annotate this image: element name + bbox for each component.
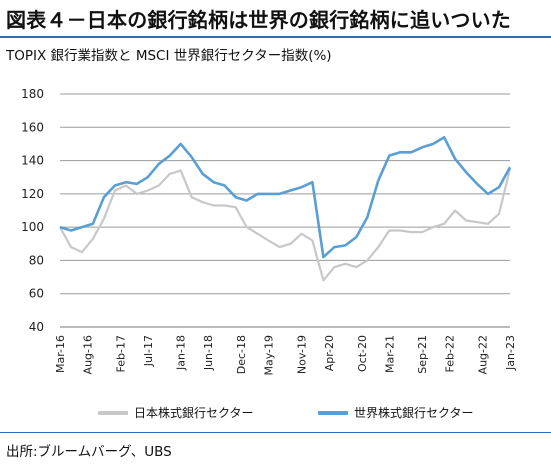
x-tick-label: Mar-21 — [383, 335, 396, 373]
y-tick-label: 120 — [21, 187, 44, 201]
legend-item-japan: 日本株式銀行セクター — [98, 404, 254, 421]
x-tick-label: Jan-23 — [504, 335, 517, 371]
chart-svg: 40 60 80 100 120 140 160 180 Mar-16 Aug-16 Feb-17… — [21, 87, 517, 376]
x-tick-label: Jul-17 — [142, 335, 155, 367]
x-tick-label: Jan-18 — [175, 335, 188, 371]
title-rule — [0, 36, 551, 38]
gridlines — [60, 93, 510, 328]
legend-label-japan: 日本株式銀行セクター — [134, 406, 254, 420]
x-tick-label: Dec-18 — [235, 335, 248, 374]
x-tick-label: Nov-19 — [295, 335, 308, 374]
x-tick-label: Sep-21 — [416, 335, 429, 374]
x-tick-label: May-19 — [263, 335, 276, 376]
chart-subtitle: TOPIX 銀行業指数と MSCI 世界銀行セクター指数(%) — [6, 48, 332, 64]
series-lines — [59, 136, 512, 282]
chart-title: 図表４－日本の銀行銘柄は世界の銀行銘柄に追いついた — [6, 8, 511, 32]
y-tick-label: 140 — [21, 154, 44, 168]
y-tick-label: 100 — [21, 220, 44, 234]
legend-item-world: 世界株式銀行セクター — [318, 404, 474, 421]
series-line-world-banks — [59, 136, 512, 259]
x-tick-label: Aug-16 — [81, 335, 94, 374]
source-note: 出所:ブルームバーグ、UBS — [6, 444, 172, 460]
legend-label-world: 世界株式銀行セクター — [354, 406, 474, 420]
y-tick-label: 40 — [29, 320, 44, 334]
y-tick-label: 160 — [21, 120, 44, 134]
legend-swatch-japan — [98, 410, 128, 415]
x-tick-label: Aug-22 — [477, 335, 490, 374]
legend-swatch-world — [318, 410, 348, 415]
bottom-rule — [0, 432, 551, 433]
x-tick-label: Feb-17 — [114, 335, 127, 372]
x-tick-label: Apr-20 — [323, 335, 336, 371]
series-line-japan-banks — [59, 168, 512, 282]
x-axis: Mar-16 Aug-16 Feb-17 Jul-17 Jan-18 Jun-18 Dec-… — [54, 335, 517, 376]
x-tick-label: Jun-18 — [202, 335, 215, 371]
x-tick-label: Feb-22 — [444, 335, 457, 372]
legend: 日本株式銀行セクター 世界株式銀行セクター — [0, 404, 551, 422]
y-tick-label: 180 — [21, 87, 44, 101]
x-tick-label: Oct-20 — [356, 335, 369, 372]
y-axis: 40 60 80 100 120 140 160 180 — [21, 87, 44, 334]
x-tick-label: Mar-16 — [54, 335, 67, 373]
y-tick-label: 60 — [29, 287, 44, 301]
y-tick-label: 80 — [29, 253, 44, 267]
